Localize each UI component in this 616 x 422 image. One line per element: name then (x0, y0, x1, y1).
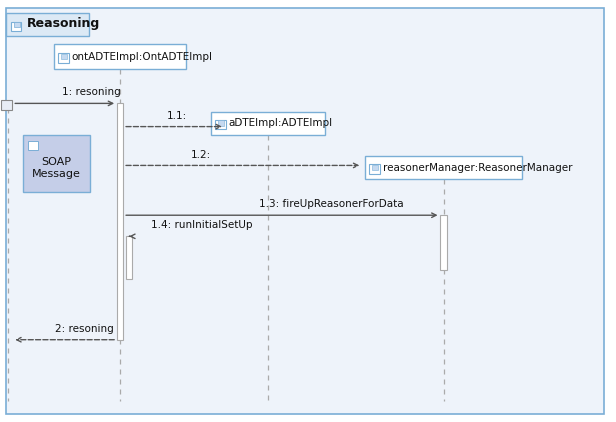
Text: 1.2:: 1.2: (191, 149, 211, 160)
Text: Reasoning: Reasoning (26, 17, 100, 30)
Text: 1.3: fireUpReasonerForData: 1.3: fireUpReasonerForData (259, 199, 403, 209)
FancyBboxPatch shape (14, 22, 20, 27)
FancyBboxPatch shape (440, 215, 447, 270)
FancyBboxPatch shape (372, 165, 378, 170)
Text: aDTEImpl:ADTEImpl: aDTEImpl:ADTEImpl (229, 119, 333, 128)
Text: 1.1:: 1.1: (166, 111, 187, 121)
FancyBboxPatch shape (61, 54, 67, 60)
Text: SOAP
Message: SOAP Message (32, 157, 81, 179)
FancyBboxPatch shape (365, 156, 522, 179)
FancyBboxPatch shape (59, 54, 69, 62)
FancyBboxPatch shape (216, 120, 226, 129)
Text: ontADTEImpl:OntADTEImpl: ontADTEImpl:OntADTEImpl (72, 51, 213, 62)
FancyBboxPatch shape (6, 13, 89, 36)
FancyBboxPatch shape (28, 141, 38, 150)
FancyBboxPatch shape (126, 236, 132, 279)
FancyBboxPatch shape (11, 22, 21, 31)
FancyBboxPatch shape (54, 44, 187, 69)
FancyBboxPatch shape (23, 135, 90, 192)
FancyBboxPatch shape (1, 100, 12, 110)
Text: 1: resoning: 1: resoning (62, 87, 120, 97)
Text: reasonerManager:ReasonerManager: reasonerManager:ReasonerManager (383, 163, 572, 173)
FancyBboxPatch shape (6, 8, 604, 414)
FancyBboxPatch shape (370, 164, 379, 173)
FancyBboxPatch shape (218, 120, 224, 126)
FancyBboxPatch shape (211, 112, 325, 135)
Text: 2: resoning: 2: resoning (55, 324, 114, 334)
Text: 1.4: runInitialSetUp: 1.4: runInitialSetUp (151, 220, 253, 230)
FancyBboxPatch shape (117, 103, 123, 340)
